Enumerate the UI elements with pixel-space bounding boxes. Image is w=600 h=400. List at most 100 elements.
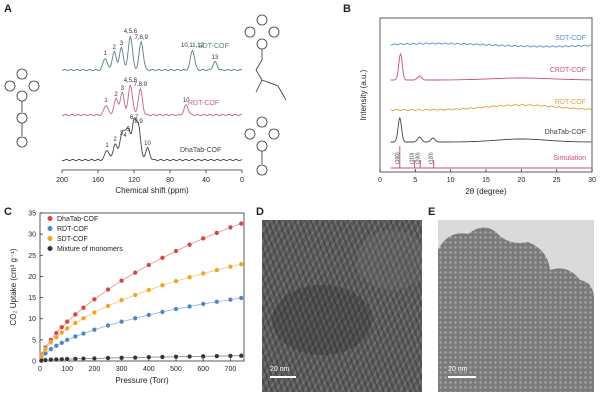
- data-point: [200, 301, 206, 307]
- data-point: [91, 327, 97, 333]
- pxrd-chart: 0 5 10 15 20 25 30 2θ (degree) Intensity (a.u.) S…: [359, 17, 596, 196]
- x-tick-label: 200: [56, 177, 68, 184]
- data-point: [119, 297, 125, 303]
- data-point: [227, 264, 233, 270]
- reflection-label: (120): [429, 152, 435, 164]
- x-tick-label: 0: [240, 177, 244, 184]
- reflection-label: (100): [395, 152, 401, 164]
- x-axis-label: Chemical shift (ppm): [115, 186, 189, 195]
- y-tick-label: 0: [32, 359, 36, 366]
- legend-marker: [47, 216, 53, 221]
- data-point: [187, 354, 193, 360]
- x-tick-label: 80: [166, 177, 174, 184]
- scale-label-d: 20 nm: [270, 366, 290, 373]
- data-point: [238, 261, 244, 267]
- panel-label-c: C: [4, 206, 12, 218]
- data-point: [42, 357, 48, 363]
- x-tick-label: 40: [202, 177, 210, 184]
- data-point: [64, 319, 70, 325]
- data-point: [146, 262, 152, 268]
- peak-label: 3: [120, 41, 124, 47]
- peak-label: 10: [183, 98, 190, 104]
- data-point: [81, 305, 86, 311]
- peak-label: 1: [105, 143, 109, 149]
- data-point: [146, 312, 152, 318]
- y-tick-label: 20: [28, 274, 36, 281]
- uptake-line-3: [41, 355, 242, 361]
- y-tick-label: 15: [28, 295, 36, 302]
- panel-label-b: B: [343, 3, 351, 15]
- data-point: [214, 230, 220, 236]
- peak-label: 4,5,6: [124, 29, 138, 35]
- peak-label: 2: [113, 137, 117, 143]
- data-point: [238, 295, 244, 301]
- plot-frame: [39, 212, 245, 362]
- panel-label-d: D: [256, 206, 264, 218]
- data-point: [81, 315, 86, 321]
- data-point: [119, 319, 125, 325]
- molecule-structure-left: [4, 68, 40, 148]
- x-tick-label: 25: [553, 177, 561, 184]
- data-point: [91, 356, 97, 361]
- x-tick-label: 5: [413, 177, 417, 184]
- data-point: [105, 323, 111, 328]
- y-tick-label: 5: [32, 337, 36, 344]
- x-tick-label: 120: [128, 177, 140, 184]
- data-point: [146, 287, 152, 293]
- co2-uptake-chart: 0 100 200 300 400 500 600 700 0 5 10 15 20 25 30 35 Pres…: [9, 211, 245, 385]
- series-label: RDT-COF: [555, 99, 586, 106]
- tem-texture-e: [438, 227, 594, 392]
- data-point: [53, 343, 59, 349]
- y-tick-label: 30: [28, 232, 36, 239]
- data-point: [173, 248, 179, 254]
- data-point: [132, 292, 138, 298]
- data-point: [105, 287, 111, 292]
- series-label: RDT-COF: [188, 100, 219, 107]
- peak-label: 10,11,12: [181, 43, 205, 49]
- data-point: [91, 309, 97, 315]
- x-tick-label: 15: [482, 177, 490, 184]
- data-point: [48, 339, 54, 345]
- x-tick-label: 500: [170, 366, 182, 373]
- data-point: [119, 355, 125, 361]
- x-axis-label: Pressure (Torr): [115, 376, 169, 385]
- scale-label-e: 20 nm: [448, 366, 468, 373]
- legend-marker: [47, 236, 53, 241]
- data-point: [38, 353, 44, 359]
- y-axis-label: CO₂ Uptake (cm³ g⁻¹): [9, 248, 18, 325]
- scale-bar-e: [448, 376, 476, 378]
- peak-label: 7,8,9: [135, 35, 149, 41]
- data-point: [159, 282, 165, 288]
- panel-label-e: E: [428, 206, 436, 218]
- data-point: [53, 334, 59, 340]
- data-point: [59, 330, 65, 336]
- x-tick-label: 0: [38, 366, 42, 373]
- data-point: [173, 306, 179, 312]
- data-point: [227, 353, 233, 359]
- nmr-trace-dhatab-cof: [61, 117, 243, 162]
- data-point: [105, 355, 111, 361]
- peak-label: 1: [104, 98, 108, 104]
- peak-label: 10: [144, 141, 151, 147]
- reflection-label: (110): [410, 152, 416, 164]
- x-tick-label: 20: [517, 177, 525, 184]
- pxrd-trace-dhatab-cof: [390, 116, 592, 143]
- peak-label: 3: [120, 131, 124, 137]
- legend-label: RDT-COF: [57, 226, 88, 233]
- data-point: [187, 304, 193, 309]
- data-point: [200, 271, 206, 276]
- x-tick-label: 400: [143, 366, 155, 373]
- x-tick-label: 30: [588, 177, 596, 184]
- x-tick-label: 160: [92, 177, 104, 184]
- data-point: [72, 356, 78, 362]
- data-point: [53, 357, 59, 362]
- tem-texture-d: [262, 220, 422, 392]
- legend-label: Mixture of monomers: [57, 246, 123, 253]
- legend-marker: [47, 246, 53, 251]
- uptake-line-2: [41, 263, 242, 357]
- pxrd-trace-rdt-cof: [390, 104, 592, 111]
- pxrd-trace-crdt-cof: [390, 52, 592, 81]
- data-point: [59, 356, 65, 362]
- data-point: [159, 354, 165, 360]
- tem-image-e: 20 nm: [438, 220, 594, 392]
